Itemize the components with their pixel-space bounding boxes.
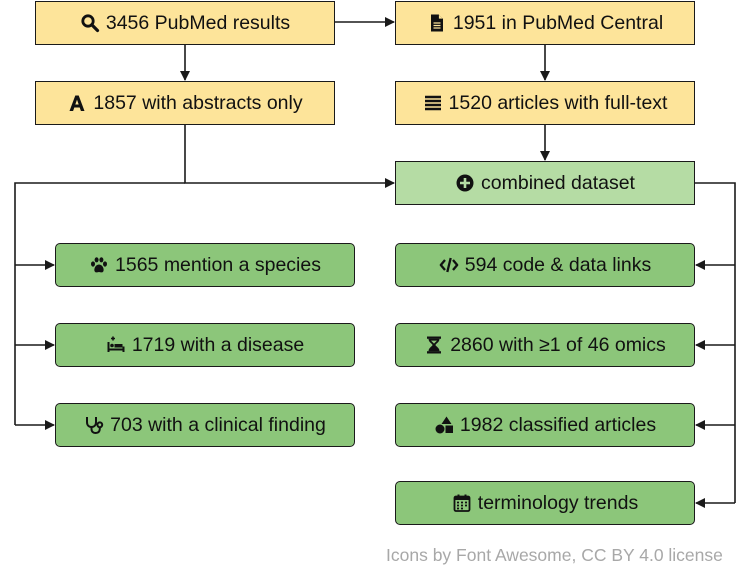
- node-combined-dataset: combined dataset: [395, 161, 695, 205]
- node-abstracts-only: 1857 with abstracts only: [35, 81, 335, 125]
- right-bus: [695, 182, 736, 503]
- node-label: 703 with a clinical finding: [110, 413, 326, 436]
- stethoscope-icon: [84, 415, 104, 435]
- calendar-icon: [452, 493, 472, 513]
- node-label: 1982 classified articles: [459, 413, 657, 436]
- node-pubmed-results: 3456 PubMed results: [35, 1, 335, 45]
- node-pmc: 1951 in PubMed Central: [395, 1, 695, 45]
- node-omics: 2860 with ≥1 of 46 omics: [395, 323, 695, 367]
- node-label: 1857 with abstracts only: [93, 91, 303, 114]
- node-label: 1951 in PubMed Central: [452, 11, 664, 34]
- align-justify-icon: [423, 93, 443, 113]
- plus-circle-icon: [455, 173, 475, 193]
- node-label: 1520 articles with full-text: [448, 91, 668, 114]
- node-species: 1565 mention a species: [55, 243, 355, 287]
- code-icon: [439, 255, 459, 275]
- procedures-icon: [106, 335, 126, 355]
- node-label: 594 code & data links: [464, 253, 652, 276]
- node-full-text: 1520 articles with full-text: [395, 81, 695, 125]
- node-label: 3456 PubMed results: [105, 11, 291, 34]
- hourglass-icon: [424, 335, 444, 355]
- node-disease: 1719 with a disease: [55, 323, 355, 367]
- node-label: terminology trends: [477, 491, 639, 514]
- search-icon: [80, 13, 100, 33]
- shapes-icon: [434, 415, 454, 435]
- node-code-links: 594 code & data links: [395, 243, 695, 287]
- paw-icon: [89, 255, 109, 275]
- file-icon: [427, 13, 447, 33]
- icon-credit: Icons by Font Awesome, CC BY 4.0 license: [386, 545, 723, 565]
- node-label: combined dataset: [481, 171, 635, 194]
- node-clinical: 703 with a clinical finding: [55, 403, 355, 447]
- node-label: 1719 with a disease: [131, 333, 305, 356]
- edge-abstracts-to-combined: [184, 125, 395, 188]
- left-bus: [14, 182, 185, 425]
- node-classified: 1982 classified articles: [395, 403, 695, 447]
- node-terminology-trends: terminology trends: [395, 481, 695, 525]
- node-label: 2860 with ≥1 of 46 omics: [450, 333, 666, 356]
- node-label: 1565 mention a species: [115, 253, 321, 276]
- font-icon: [67, 93, 87, 113]
